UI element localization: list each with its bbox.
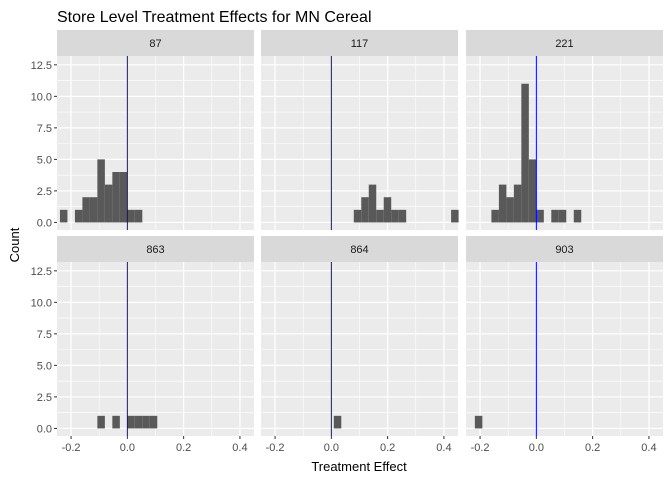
facet-strip-label: 221: [555, 38, 573, 50]
facet-strip: [261, 236, 458, 262]
histogram-bar: [391, 209, 399, 223]
histogram-bar: [333, 415, 342, 429]
x-tick-label: 0.2: [176, 442, 191, 454]
facet-strip: [466, 30, 663, 56]
histogram-bar: [112, 172, 120, 223]
histogram-bar: [491, 209, 499, 223]
histogram-bar: [119, 172, 128, 223]
histogram-bar: [127, 415, 135, 429]
histogram-bar: [104, 184, 113, 223]
y-tick-label: 12.5: [31, 60, 52, 72]
histogram-bar: [451, 209, 459, 223]
x-tick-label: 0.2: [585, 442, 600, 454]
facet-panel-863: 863 0.0 2.5 5.0 7.5 10.0 12.5 -0.2 0.0 0.2 0.4: [31, 236, 254, 454]
histogram-bar: [134, 415, 143, 429]
x-tick-label: 0.0: [324, 442, 339, 454]
y-tick-label: 2.5: [37, 186, 52, 198]
y-tick-label: 7.5: [37, 329, 52, 341]
x-tick-label: -0.2: [471, 442, 490, 454]
y-tick-label: 5.0: [37, 154, 52, 166]
histogram-bar: [536, 209, 544, 223]
facet-strip-label: 117: [351, 38, 369, 50]
histogram-bar: [528, 159, 537, 223]
y-tick-label: 5.0: [37, 360, 52, 372]
histogram-bar: [89, 197, 98, 223]
x-tick-label: 0.0: [120, 442, 135, 454]
histogram-bar: [361, 197, 369, 223]
facet-panels: 87 0.0 2.5 5.0 7.5 10.0 12.5 117 221 863 0.0 2.5 5.0…: [31, 30, 663, 454]
histogram-bar: [134, 209, 143, 223]
facet-strip-label: 903: [555, 244, 573, 256]
y-tick-label: 0.0: [37, 217, 52, 229]
facet-strip: [57, 30, 254, 56]
y-tick-label: 12.5: [31, 266, 52, 278]
histogram-bar: [558, 209, 567, 223]
facet-panel-87: 87 0.0 2.5 5.0 7.5 10.0 12.5: [31, 30, 254, 230]
facet-strip: [57, 236, 254, 262]
histogram-bar: [127, 209, 135, 223]
facet-strip: [261, 30, 458, 56]
histogram-bar: [368, 184, 377, 223]
histogram-bar: [506, 197, 514, 223]
x-tick-label: -0.2: [266, 442, 285, 454]
facet-strip-label: 864: [350, 244, 368, 256]
histogram-bar: [573, 209, 582, 223]
histogram-bar: [498, 184, 507, 223]
x-tick-label: 0.2: [380, 442, 395, 454]
histogram-bar: [551, 209, 559, 223]
histogram-bar: [353, 209, 362, 223]
histogram-bar: [521, 83, 529, 223]
x-axis-title: Treatment Effect: [311, 459, 407, 474]
histogram-bar: [82, 197, 90, 223]
histogram-bar: [474, 415, 483, 429]
y-tick-label: 10.0: [31, 91, 52, 103]
y-axis-title: Count: [7, 227, 22, 262]
histogram-bar: [112, 415, 120, 429]
x-tick-label: -0.2: [62, 442, 81, 454]
y-tick-label: 0.0: [37, 423, 52, 435]
y-tick-label: 2.5: [37, 392, 52, 404]
histogram-bar: [383, 197, 392, 223]
histogram-bar: [376, 209, 384, 223]
histogram-bar: [97, 159, 105, 223]
x-tick-label: 0.4: [436, 442, 451, 454]
histogram-bar: [513, 184, 522, 223]
histogram-bar: [142, 415, 150, 429]
histogram-bar: [398, 209, 407, 223]
histogram-bar: [74, 209, 83, 223]
x-tick-label: 0.0: [529, 442, 544, 454]
facet-panel-903: 903 -0.2 0.0 0.2 0.4: [466, 236, 663, 454]
histogram-bar: [59, 209, 68, 223]
y-tick-label: 7.5: [37, 123, 52, 135]
histogram-bar: [97, 415, 105, 429]
y-tick-label: 10.0: [31, 297, 52, 309]
x-tick-label: 0.4: [232, 442, 247, 454]
histogram-bar: [149, 415, 158, 429]
facet-strip-label: 87: [149, 38, 161, 50]
facet-panel-221: 221: [466, 30, 663, 230]
chart-title: Store Level Treatment Effects for MN Cer…: [57, 9, 372, 26]
facet-strip-label: 863: [146, 244, 164, 256]
facet-strip: [466, 236, 663, 262]
x-tick-label: 0.4: [641, 442, 656, 454]
facet-panel-864: 864 -0.2 0.0 0.2 0.4: [261, 236, 458, 454]
facet-panel-117: 117: [261, 30, 459, 230]
